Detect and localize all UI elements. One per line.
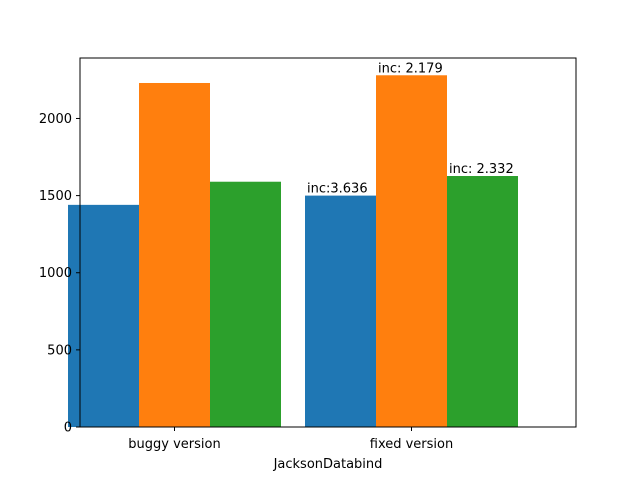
- y-tick-label-3: 1500: [39, 189, 72, 204]
- bar-label-1-0: inc:3.636: [307, 182, 368, 197]
- bar-1-2: [447, 176, 518, 427]
- y-tick-label-4: 2000: [39, 112, 72, 127]
- bar-0-1: [139, 82, 210, 428]
- plot-frame: [79, 57, 577, 428]
- y-tick-label-1: 500: [47, 343, 72, 358]
- y-tick-label-2: 1000: [39, 266, 72, 281]
- bar-label-1-2: inc: 2.332: [449, 162, 514, 177]
- bar-labels-layer: inc:3.636 inc: 2.179 inc: 2.332: [307, 61, 514, 196]
- y-axis: 0 500 1000 1500 2000: [39, 112, 80, 436]
- y-tick-label-0: 0: [64, 421, 72, 436]
- bar-0-2: [210, 181, 281, 427]
- bar-0-0: [68, 204, 139, 427]
- bar-1-0: [305, 195, 376, 427]
- bar-label-1-1: inc: 2.179: [378, 61, 443, 76]
- x-axis: buggy version fixed version: [128, 427, 453, 452]
- x-axis-title: JacksonDatabind: [273, 457, 383, 472]
- bars-layer: [68, 75, 518, 428]
- x-tick-label-1: fixed version: [370, 437, 453, 452]
- x-tick-label-0: buggy version: [128, 437, 220, 452]
- bar-1-1: [376, 75, 447, 428]
